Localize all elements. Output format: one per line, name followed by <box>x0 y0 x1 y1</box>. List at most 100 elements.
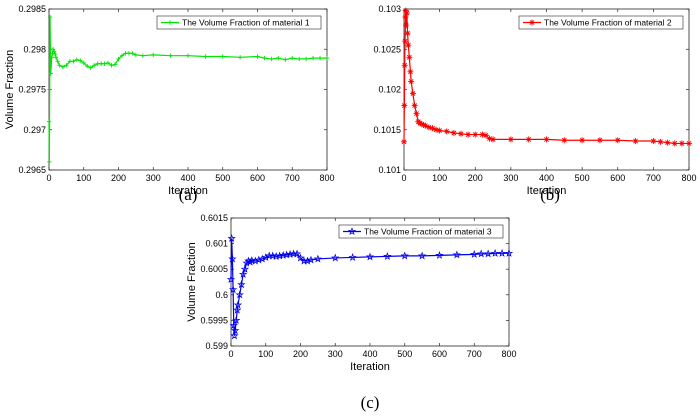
data-point <box>269 56 274 62</box>
data-point <box>596 137 603 144</box>
data-point <box>229 321 238 330</box>
x-tick-label: 300 <box>328 349 343 359</box>
x-axis-label: Iteration <box>350 361 390 373</box>
data-point <box>64 63 69 68</box>
data-point <box>348 253 357 261</box>
legend-box <box>338 224 504 239</box>
data-point <box>490 136 497 143</box>
legend-entry: The Volume Fraction of material 3 <box>364 227 492 237</box>
y-tick-label: 0.2975 <box>18 85 46 95</box>
data-point <box>490 248 500 257</box>
y-axis-label: Volume Fraction <box>4 50 16 129</box>
x-tick-label: 600 <box>432 349 447 359</box>
data-point <box>297 56 302 62</box>
data-point <box>472 131 479 138</box>
series-b <box>401 7 692 147</box>
data-point <box>116 56 121 62</box>
x-tick-label: 600 <box>610 173 625 183</box>
data-point <box>504 248 514 257</box>
panel-caption: (c) <box>361 393 380 412</box>
data-point <box>57 63 62 68</box>
data-point <box>60 64 66 70</box>
x-tick-label: 100 <box>432 173 447 183</box>
data-point <box>458 130 464 137</box>
x-tick-label: 800 <box>319 173 334 183</box>
data-point <box>49 55 54 60</box>
y-tick-label: 0.298 <box>23 44 46 54</box>
y-tick-label: 0.102 <box>378 85 401 95</box>
data-point <box>407 68 414 75</box>
y-tick-label: 0.2965 <box>18 165 46 175</box>
x-tick-label: 800 <box>501 349 516 359</box>
data-point <box>401 102 408 109</box>
data-point <box>240 264 250 273</box>
data-point <box>278 250 288 259</box>
y-tick-label: 0.297 <box>23 125 46 135</box>
data-point <box>85 63 90 69</box>
x-tick-label: 800 <box>681 173 696 183</box>
data-point <box>102 61 107 66</box>
legend-marker <box>167 20 173 25</box>
plot-area <box>403 8 690 171</box>
data-point <box>433 126 440 133</box>
y-axis-label: Volume Fraction <box>186 242 198 321</box>
data-point <box>228 254 237 263</box>
data-point <box>262 55 267 61</box>
data-point <box>383 252 392 260</box>
data-point <box>406 54 413 61</box>
x-tick-label: 600 <box>250 173 265 183</box>
data-point <box>285 249 295 258</box>
y-tick-label: 0.6015 <box>200 213 228 223</box>
data-point <box>233 305 242 314</box>
data-point <box>470 249 479 258</box>
y-tick-label: 0.101 <box>378 165 401 175</box>
data-point <box>409 90 416 97</box>
data-point <box>52 49 57 54</box>
y-tick-label: 0.6005 <box>200 264 228 274</box>
data-point <box>543 136 550 143</box>
data-point <box>365 252 375 261</box>
data-point <box>324 55 330 61</box>
data-point <box>401 138 407 145</box>
x-tick-label: 400 <box>362 349 377 359</box>
data-point <box>255 54 260 59</box>
x-tick-label: 400 <box>539 173 554 183</box>
series-c <box>226 234 514 340</box>
x-axis-label: Iteration <box>527 185 567 197</box>
data-point <box>650 138 657 145</box>
x-tick-label: 700 <box>285 173 300 183</box>
data-point <box>561 137 568 144</box>
data-point <box>119 53 125 58</box>
data-point <box>53 55 59 60</box>
legend-box <box>518 15 684 30</box>
data-point <box>283 57 288 62</box>
data-point <box>303 56 309 62</box>
x-tick-label: 300 <box>503 173 518 183</box>
x-tick-label: 100 <box>258 349 273 359</box>
data-point <box>47 159 52 165</box>
chart-panel-b: 0 100 200 300 400 500 600 700 800 0.101 0.1015 0.10… <box>373 4 696 204</box>
x-tick-label: 700 <box>467 349 482 359</box>
data-point <box>238 269 248 278</box>
data-point <box>268 251 277 260</box>
x-tick-label: 200 <box>468 173 483 183</box>
data-point <box>232 316 241 324</box>
data-point <box>632 138 639 145</box>
data-point <box>168 53 173 58</box>
data-point <box>331 253 340 262</box>
legend-marker <box>347 227 357 236</box>
y-tick-label: 0.103 <box>378 4 401 14</box>
data-point <box>310 55 316 61</box>
data-point <box>46 119 52 124</box>
panel-caption: (a) <box>179 185 198 204</box>
data-point <box>450 129 457 136</box>
data-point <box>614 137 621 144</box>
data-point <box>109 63 114 68</box>
plot-area <box>48 8 328 171</box>
data-point <box>48 71 53 76</box>
data-point <box>91 63 97 68</box>
data-point <box>465 131 472 138</box>
x-tick-label: 100 <box>76 173 91 183</box>
data-point <box>220 54 225 59</box>
